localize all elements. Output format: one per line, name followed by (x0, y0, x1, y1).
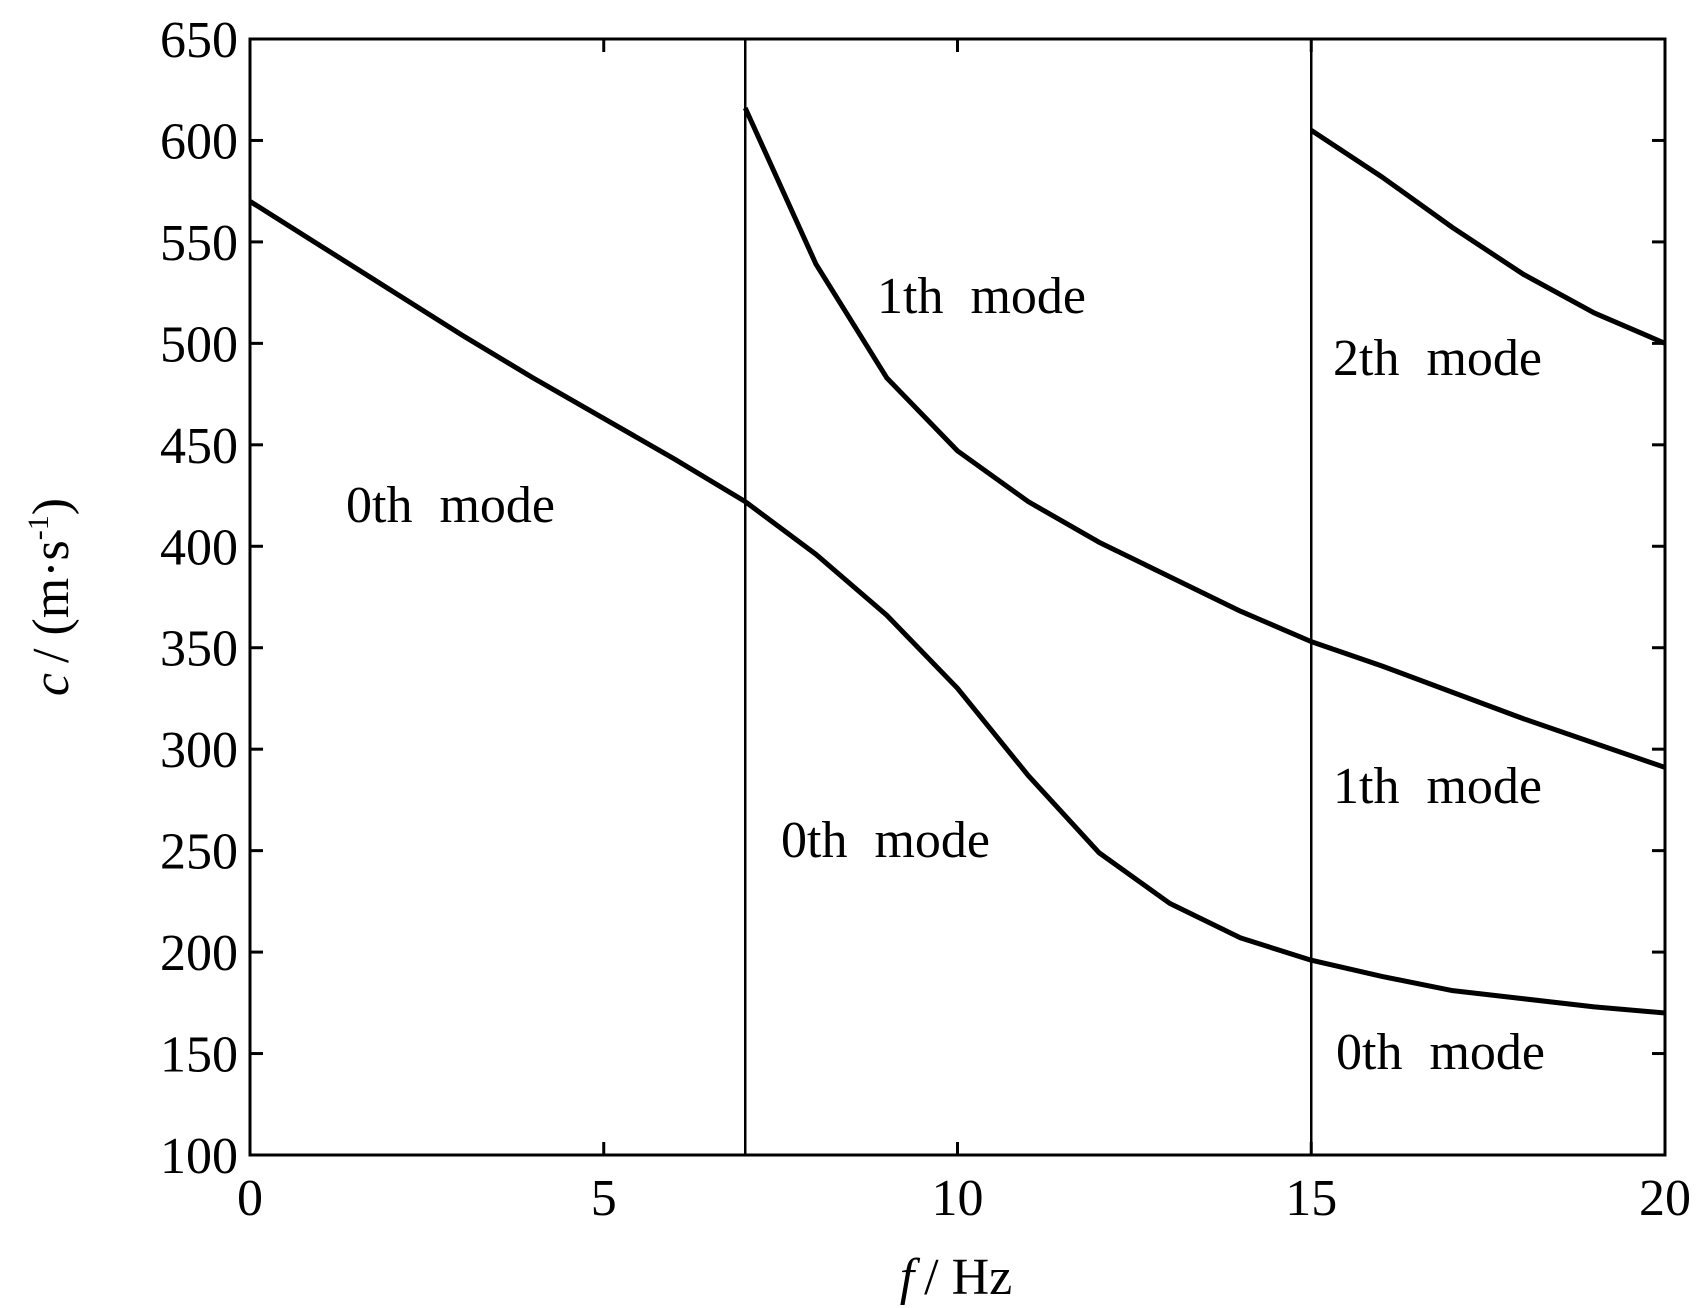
x-axis-unit: / Hz (924, 1249, 1012, 1306)
mode-curve (248, 199, 1666, 1016)
x-axis-symbol: f (900, 1249, 921, 1306)
x-tick-label: 15 (1285, 1170, 1337, 1227)
y-tick-label: 450 (160, 418, 238, 475)
mode-annotation: 0th mode (1336, 1024, 1545, 1081)
y-tick-label: 100 (160, 1128, 238, 1185)
y-tick-label: 250 (160, 824, 238, 881)
y-tick-label: 500 (160, 316, 238, 373)
y-axis-unit-sup: -1 (22, 515, 55, 540)
y-tick-label: 300 (160, 722, 238, 779)
x-tick-label: 5 (591, 1170, 617, 1227)
plot-frame (248, 37, 1667, 1157)
x-tick-label: 20 (1639, 1170, 1691, 1227)
y-axis-unit-end: ) (23, 498, 80, 515)
mode-annotation: 2th mode (1333, 330, 1542, 387)
y-axis-unit: / (m·s (23, 540, 80, 663)
y-tick-label: 400 (160, 519, 238, 576)
mode-annotation: 0th mode (346, 477, 555, 534)
y-tick-label: 550 (160, 215, 238, 272)
y-tick-label: 350 (160, 621, 238, 678)
mode-annotation: 1th mode (877, 268, 1086, 325)
y-axis-symbol: c (23, 673, 80, 696)
mode-curve (742, 106, 1666, 770)
mode-annotation: 0th mode (781, 812, 990, 869)
x-axis-label: f / Hz (900, 1249, 1013, 1306)
x-tick-label: 0 (237, 1170, 263, 1227)
mode-curve (1309, 128, 1666, 346)
y-tick-label: 600 (160, 113, 238, 170)
y-axis-label: c / (m·s-1) (22, 498, 80, 696)
y-tick-label: 650 (160, 12, 238, 69)
y-tick-label: 150 (160, 1027, 238, 1084)
y-tick-label: 200 (160, 925, 238, 982)
x-tick-label: 10 (932, 1170, 984, 1227)
mode-annotation: 1th mode (1333, 758, 1542, 815)
